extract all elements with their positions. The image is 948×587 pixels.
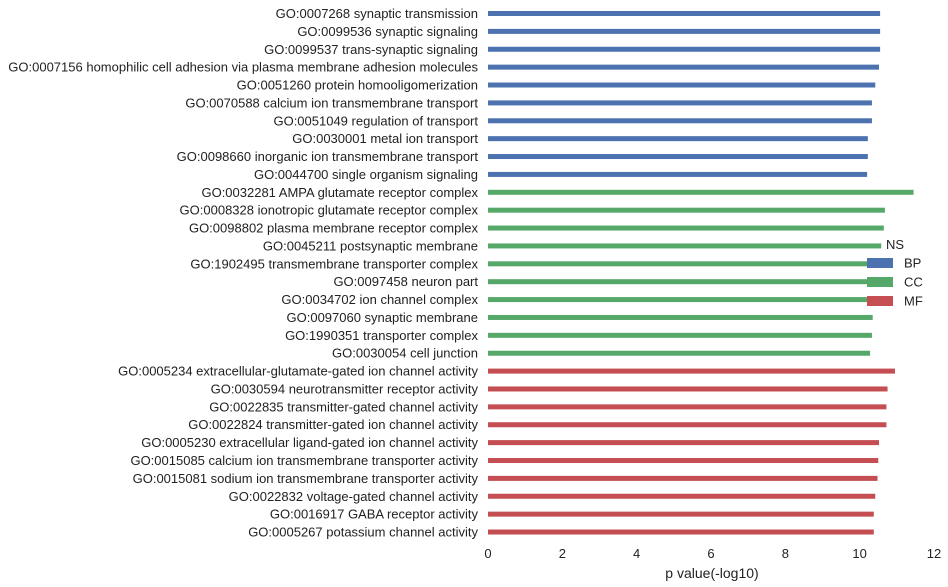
category-label: GO:0051260 protein homooligomerization bbox=[237, 78, 478, 93]
category-label: GO:0008328 ionotropic glutamate receptor… bbox=[180, 203, 479, 218]
bar-mf-5 bbox=[488, 458, 879, 463]
category-label: GO:0044700 single organism signaling bbox=[254, 167, 478, 182]
bar-bp-0 bbox=[488, 11, 881, 16]
bar-bp-9 bbox=[488, 171, 868, 177]
category-label: GO:0098802 plasma membrane receptor comp… bbox=[189, 221, 479, 236]
legend-title: NS bbox=[886, 237, 904, 252]
bar-mf-3 bbox=[488, 422, 887, 428]
category-label: GO:1902495 transmembrane transporter com… bbox=[190, 256, 478, 271]
bar-cc-4 bbox=[488, 261, 879, 267]
category-label: GO:0097458 neuron part bbox=[333, 274, 478, 289]
bar-bp-5 bbox=[488, 100, 872, 106]
category-label: GO:0051049 regulation of transport bbox=[273, 113, 478, 128]
x-tick-label: 8 bbox=[782, 546, 789, 561]
legend-swatch-mf bbox=[867, 296, 893, 306]
legend-label-mf: MF bbox=[904, 294, 923, 309]
bar-cc-3 bbox=[488, 243, 882, 249]
bar-cc-1 bbox=[488, 207, 885, 213]
category-label: GO:1990351 transporter complex bbox=[285, 328, 478, 343]
category-label: GO:0070588 calcium ion transmembrane tra… bbox=[185, 95, 478, 110]
category-label: GO:0007268 synaptic transmission bbox=[276, 6, 478, 21]
category-label: GO:0045211 postsynaptic membrane bbox=[263, 238, 478, 253]
category-label: GO:0005230 extracellular ligand-gated io… bbox=[141, 435, 478, 450]
legend-swatch-cc bbox=[867, 277, 893, 287]
bar-bp-7 bbox=[488, 136, 868, 142]
category-label: GO:0016917 GABA receptor activity bbox=[270, 507, 479, 522]
category-label: GO:0030054 cell junction bbox=[332, 346, 478, 361]
category-label: GO:0022832 voltage-gated channel activit… bbox=[229, 489, 479, 504]
x-tick-label: 6 bbox=[707, 546, 714, 561]
bar-cc-2 bbox=[488, 225, 884, 231]
x-tick-label: 0 bbox=[484, 546, 491, 561]
x-axis-label: p value(-log10) bbox=[665, 565, 758, 581]
bars-layer bbox=[488, 11, 914, 535]
category-label: GO:0032281 AMPA glutamate receptor compl… bbox=[201, 185, 478, 200]
bar-cc-5 bbox=[488, 279, 877, 285]
legend: NS BP CC MF bbox=[867, 237, 923, 309]
category-label: GO:0030594 neurotransmitter receptor act… bbox=[211, 381, 479, 396]
category-label: GO:0022824 transmitter-gated ion channel… bbox=[188, 417, 478, 432]
legend-label-bp: BP bbox=[904, 256, 921, 271]
x-tick-label: 2 bbox=[559, 546, 566, 561]
bar-bp-1 bbox=[488, 28, 881, 34]
x-tick-label: 4 bbox=[633, 546, 640, 561]
bar-mf-6 bbox=[488, 475, 878, 481]
bar-cc-9 bbox=[488, 350, 871, 356]
category-label: GO:0099537 trans-synaptic signaling bbox=[264, 42, 478, 57]
category-labels: GO:0007268 synaptic transmission GO:00995… bbox=[8, 6, 478, 540]
category-label: GO:0015085 calcium ion transmembrane tra… bbox=[130, 453, 478, 468]
category-label: GO:0097060 synaptic membrane bbox=[287, 310, 479, 325]
bar-cc-6 bbox=[488, 297, 875, 303]
bar-mf-2 bbox=[488, 404, 887, 410]
category-label: GO:0099536 synaptic signaling bbox=[297, 24, 478, 39]
bar-bp-4 bbox=[488, 82, 876, 88]
bar-bp-2 bbox=[488, 46, 881, 52]
legend-label-cc: CC bbox=[904, 275, 923, 290]
bar-cc-0 bbox=[488, 189, 914, 195]
bar-mf-4 bbox=[488, 440, 879, 446]
category-label: GO:0022835 transmitter-gated channel act… bbox=[209, 399, 478, 414]
bar-mf-9 bbox=[488, 529, 874, 535]
bar-bp-8 bbox=[488, 154, 868, 160]
category-label: GO:0007156 homophilic cell adhesion via … bbox=[8, 60, 478, 75]
legend-items: BP CC MF bbox=[867, 256, 923, 309]
category-label: GO:0005267 potassium channel activity bbox=[248, 525, 478, 540]
bar-mf-0 bbox=[488, 368, 895, 374]
x-tick-label: 12 bbox=[927, 546, 941, 561]
bar-bp-6 bbox=[488, 118, 872, 124]
x-axis-ticks: 0 2 4 6 8 10 12 bbox=[484, 546, 941, 561]
bar-mf-7 bbox=[488, 493, 876, 499]
legend-swatch-bp bbox=[867, 258, 893, 268]
bar-mf-1 bbox=[488, 386, 888, 392]
bar-cc-8 bbox=[488, 332, 872, 338]
category-label: GO:0030001 metal ion transport bbox=[292, 131, 478, 146]
bar-bp-3 bbox=[488, 64, 879, 70]
x-tick-label: 10 bbox=[852, 546, 866, 561]
bar-cc-7 bbox=[488, 314, 873, 320]
category-label: GO:0015081 sodium ion transmembrane tran… bbox=[133, 471, 479, 486]
category-label: GO:0005234 extracellular-glutamate-gated… bbox=[118, 364, 478, 379]
category-label: GO:0034702 ion channel complex bbox=[281, 292, 478, 307]
category-label: GO:0098660 inorganic ion transmembrane t… bbox=[177, 149, 479, 164]
bar-mf-8 bbox=[488, 511, 874, 517]
